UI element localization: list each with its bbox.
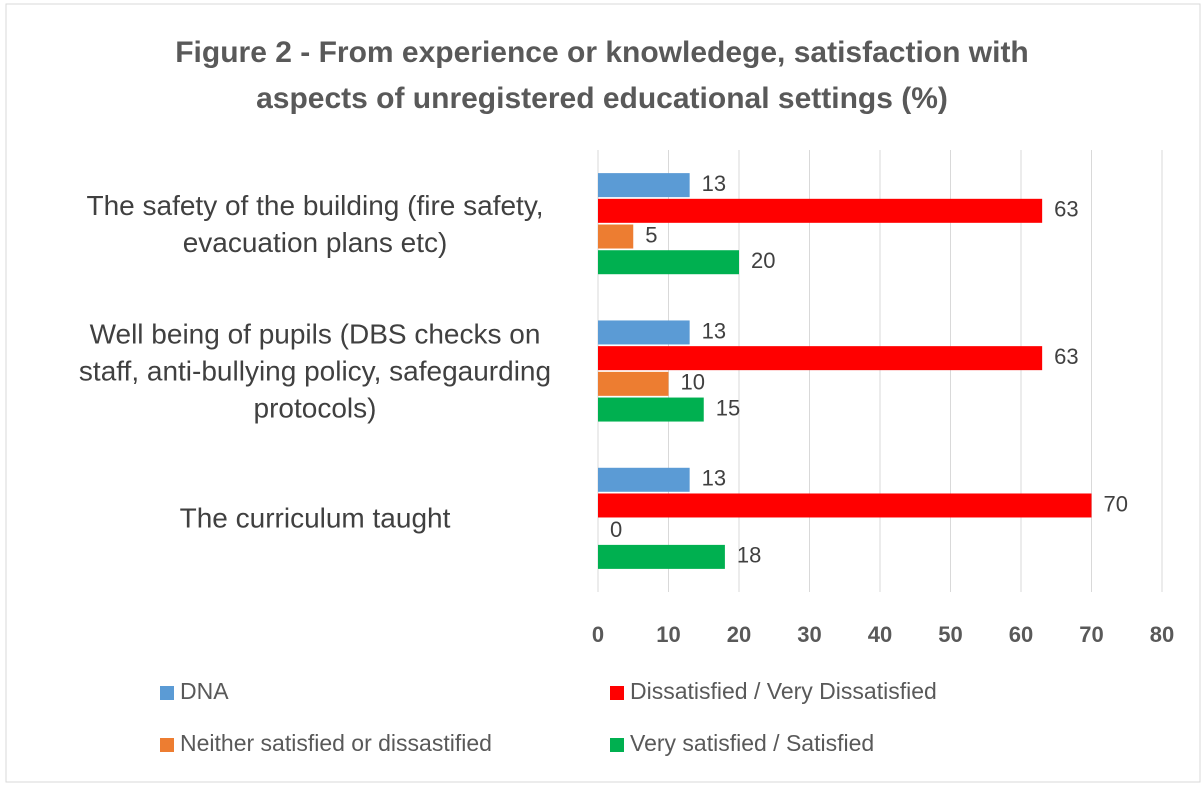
chart-title: Figure 2 - From experience or knowledege… <box>175 36 1029 115</box>
bar <box>598 346 1043 371</box>
x-tick-label: 30 <box>797 622 821 647</box>
bar <box>598 371 669 396</box>
data-label: 13 <box>702 466 726 491</box>
legend-swatch <box>610 738 624 752</box>
data-label: 63 <box>1054 344 1078 369</box>
bar <box>598 224 634 249</box>
data-label: 15 <box>716 395 740 420</box>
data-label: 0 <box>610 517 622 542</box>
x-tick-label: 40 <box>868 622 892 647</box>
y-tick-label: Well being of pupils (DBS checks on staf… <box>78 318 552 424</box>
legend-swatch <box>160 686 174 700</box>
legend-label: Dissatisfied / Very Dissatisfied <box>630 678 937 704</box>
data-label: 5 <box>645 222 657 247</box>
x-tick-label: 0 <box>592 622 604 647</box>
x-tick-label: 80 <box>1150 622 1174 647</box>
legend-label: Neither satisfied or dissastified <box>180 730 492 756</box>
bar <box>598 173 690 198</box>
data-label: 20 <box>751 248 775 273</box>
data-label: 63 <box>1054 197 1078 222</box>
x-tick-label: 70 <box>1079 622 1103 647</box>
y-tick-label: The curriculum taught <box>179 502 451 534</box>
x-tick-label: 50 <box>938 622 962 647</box>
bar <box>598 544 725 569</box>
legend-swatch <box>610 686 624 700</box>
legend-label: Very satisfied / Satisfied <box>630 730 874 756</box>
y-tick-label: The safety of the building (fire safety,… <box>86 189 544 258</box>
bar <box>598 493 1092 518</box>
bar <box>598 250 739 275</box>
x-tick-label: 10 <box>656 622 680 647</box>
x-tick-label: 20 <box>727 622 751 647</box>
bar <box>598 198 1043 223</box>
data-label: 13 <box>702 318 726 343</box>
x-tick-label: 60 <box>1009 622 1033 647</box>
chart-border <box>5 3 1201 783</box>
bar <box>598 467 690 492</box>
data-label: 70 <box>1104 491 1128 516</box>
data-label: 10 <box>681 370 705 395</box>
legend-swatch <box>160 738 174 752</box>
legend-label: DNA <box>180 678 229 704</box>
data-label: 18 <box>737 543 761 568</box>
bar <box>598 397 704 422</box>
data-label: 13 <box>702 171 726 196</box>
bar <box>598 320 690 345</box>
